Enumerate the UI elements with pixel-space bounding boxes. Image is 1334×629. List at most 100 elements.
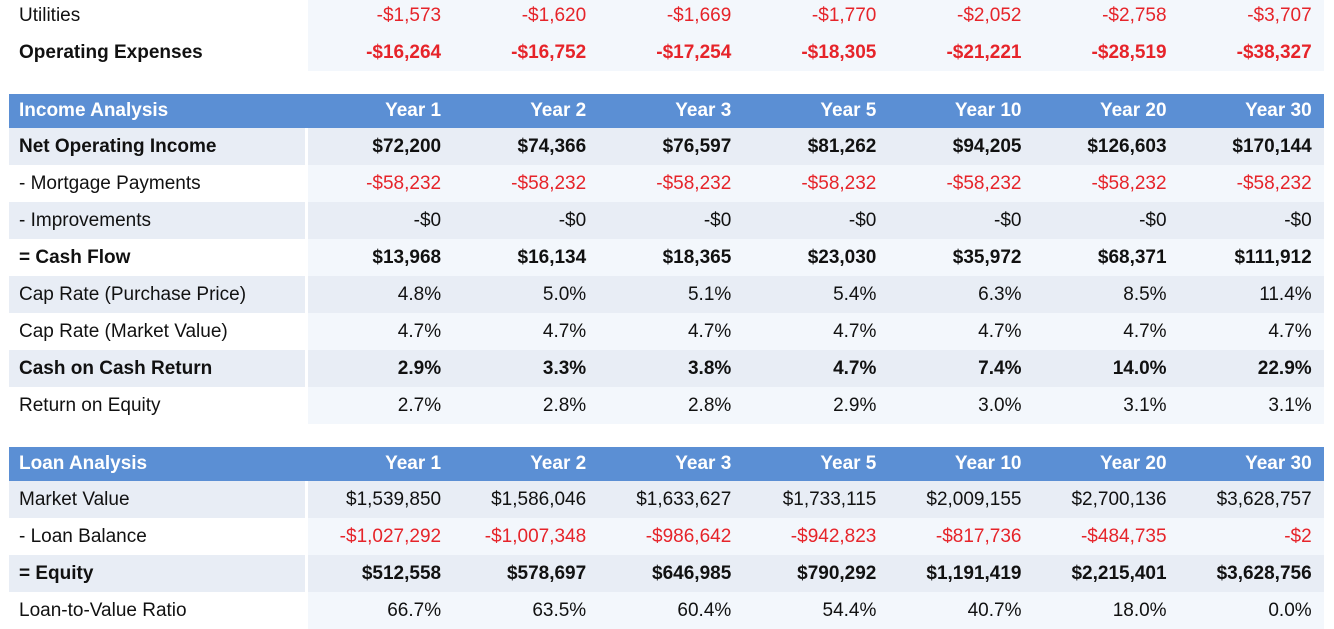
value-cell: -$28,519 xyxy=(1033,34,1179,71)
value-cell: 4.8% xyxy=(308,276,454,313)
value-cell: $126,603 xyxy=(1033,128,1179,165)
column-header: Year 20 xyxy=(1099,453,1167,474)
value-cell: -$1,620 xyxy=(453,0,599,34)
column-header: Year 2 xyxy=(530,453,587,474)
row-label: Net Operating Income xyxy=(9,128,305,165)
value-cell: $170,144 xyxy=(1178,128,1324,165)
value-cell: 4.7% xyxy=(743,313,889,350)
value-cell: $94,205 xyxy=(888,128,1034,165)
value-cell: 60.4% xyxy=(598,592,744,629)
column-header: Year 30 xyxy=(1245,100,1312,121)
value-cell: $3,628,757 xyxy=(1178,481,1324,518)
column-header: Year 20 xyxy=(1099,100,1167,121)
value-cell: 4.7% xyxy=(1033,313,1179,350)
value-cell: -$0 xyxy=(453,202,599,239)
column-header: Year 2 xyxy=(530,100,587,121)
value-cell: 54.4% xyxy=(743,592,889,629)
value-cell: $1,539,850 xyxy=(308,481,454,518)
table-row: - Improvements -$0 -$0 -$0 -$0 -$0 -$0 -$0 xyxy=(9,202,1324,239)
row-label: - Improvements xyxy=(9,202,305,239)
value-cell: 4.7% xyxy=(453,313,599,350)
value-cell: 2.8% xyxy=(453,387,599,424)
loan-analysis-section: Loan Analysis Year 1 Year 2 Year 3 Year 5 Yea… xyxy=(9,447,1324,629)
table-row: = Cash Flow $13,968 $16,134 $18,365 $23,030 $… xyxy=(9,239,1324,276)
row-label: Return on Equity xyxy=(9,387,305,424)
value-cell: -$0 xyxy=(1033,202,1179,239)
value-cell: $1,586,046 xyxy=(453,481,599,518)
value-cell: -$0 xyxy=(308,202,454,239)
table-row: Utilities -$1,573 -$1,620 -$1,669 -$1,770 -$2… xyxy=(9,0,1324,34)
value-cell: 4.7% xyxy=(743,350,889,387)
value-cell: 63.5% xyxy=(453,592,599,629)
value-cell: 3.0% xyxy=(888,387,1034,424)
value-cell: -$484,735 xyxy=(1033,518,1179,555)
value-cell: 5.4% xyxy=(743,276,889,313)
value-cell: -$16,264 xyxy=(308,34,454,71)
column-header: Year 1 xyxy=(385,453,442,474)
row-label: Cap Rate (Market Value) xyxy=(9,313,305,350)
row-label: = Cash Flow xyxy=(9,239,305,276)
value-cell: -$58,232 xyxy=(743,165,889,202)
value-cell: 3.8% xyxy=(598,350,744,387)
value-cell: 40.7% xyxy=(888,592,1034,629)
value-cell: $512,558 xyxy=(308,555,454,592)
row-label: Cash on Cash Return xyxy=(9,350,305,387)
value-cell: -$38,327 xyxy=(1178,34,1324,71)
table-row: Cap Rate (Market Value) 4.7% 4.7% 4.7% 4.7% 4… xyxy=(9,313,1324,350)
value-cell: 4.7% xyxy=(888,313,1034,350)
value-cell: -$3,707 xyxy=(1178,0,1324,34)
column-header: Year 5 xyxy=(820,100,877,121)
value-cell: -$21,221 xyxy=(888,34,1034,71)
value-cell: 6.3% xyxy=(888,276,1034,313)
value-cell: -$0 xyxy=(598,202,744,239)
value-cell: 3.1% xyxy=(1178,387,1324,424)
value-cell: $578,697 xyxy=(453,555,599,592)
table-row: Loan-to-Value Ratio 66.7% 63.5% 60.4% 54.4% 4… xyxy=(9,592,1324,629)
row-label: - Loan Balance xyxy=(9,518,305,555)
column-header: Year 10 xyxy=(954,453,1022,474)
row-label: Loan-to-Value Ratio xyxy=(9,592,305,629)
value-cell: 2.8% xyxy=(598,387,744,424)
row-label: Market Value xyxy=(9,481,305,518)
value-cell: $16,134 xyxy=(453,239,599,276)
table-header-row: Income Analysis Year 1 Year 2 Year 3 Year 5 Y… xyxy=(9,94,1324,128)
row-label: = Equity xyxy=(9,555,305,592)
row-label: Cap Rate (Purchase Price) xyxy=(9,276,305,313)
value-cell: -$942,823 xyxy=(743,518,889,555)
value-cell: -$0 xyxy=(743,202,889,239)
value-cell: 4.7% xyxy=(308,313,454,350)
value-cell: 14.0% xyxy=(1033,350,1179,387)
value-cell: 18.0% xyxy=(1033,592,1179,629)
section-title: Loan Analysis xyxy=(19,453,148,474)
value-cell: 7.4% xyxy=(888,350,1034,387)
value-cell: $76,597 xyxy=(598,128,744,165)
value-cell: -$58,232 xyxy=(1033,165,1179,202)
value-cell: 2.7% xyxy=(308,387,454,424)
section-title: Income Analysis xyxy=(19,100,169,121)
column-header: Year 3 xyxy=(675,453,732,474)
value-cell: 22.9% xyxy=(1178,350,1324,387)
value-cell: 4.7% xyxy=(1178,313,1324,350)
table-row: Cap Rate (Purchase Price) 4.8% 5.0% 5.1% 5.4… xyxy=(9,276,1324,313)
row-label: Operating Expenses xyxy=(9,34,305,71)
value-cell: -$2,758 xyxy=(1033,0,1179,34)
table-row: - Mortgage Payments -$58,232 -$58,232 -$58,… xyxy=(9,165,1324,202)
value-cell: -$2,052 xyxy=(888,0,1034,34)
value-cell: -$17,254 xyxy=(598,34,744,71)
value-cell: -$58,232 xyxy=(888,165,1034,202)
value-cell: -$2 xyxy=(1178,518,1324,555)
value-cell: $74,366 xyxy=(453,128,599,165)
value-cell: -$1,770 xyxy=(743,0,889,34)
value-cell: $1,733,115 xyxy=(743,481,889,518)
column-header: Year 1 xyxy=(385,100,442,121)
value-cell: 4.7% xyxy=(598,313,744,350)
value-cell: $3,628,756 xyxy=(1178,555,1324,592)
table-row: Return on Equity 2.7% 2.8% 2.8% 2.9% 3.0% 3.1%… xyxy=(9,387,1324,424)
value-cell: -$58,232 xyxy=(1178,165,1324,202)
value-cell: $2,009,155 xyxy=(888,481,1034,518)
column-header: Year 30 xyxy=(1245,453,1312,474)
value-cell: -$1,027,292 xyxy=(308,518,454,555)
value-cell: $35,972 xyxy=(888,239,1034,276)
value-cell: $1,633,627 xyxy=(598,481,744,518)
column-header: Year 10 xyxy=(954,100,1022,121)
